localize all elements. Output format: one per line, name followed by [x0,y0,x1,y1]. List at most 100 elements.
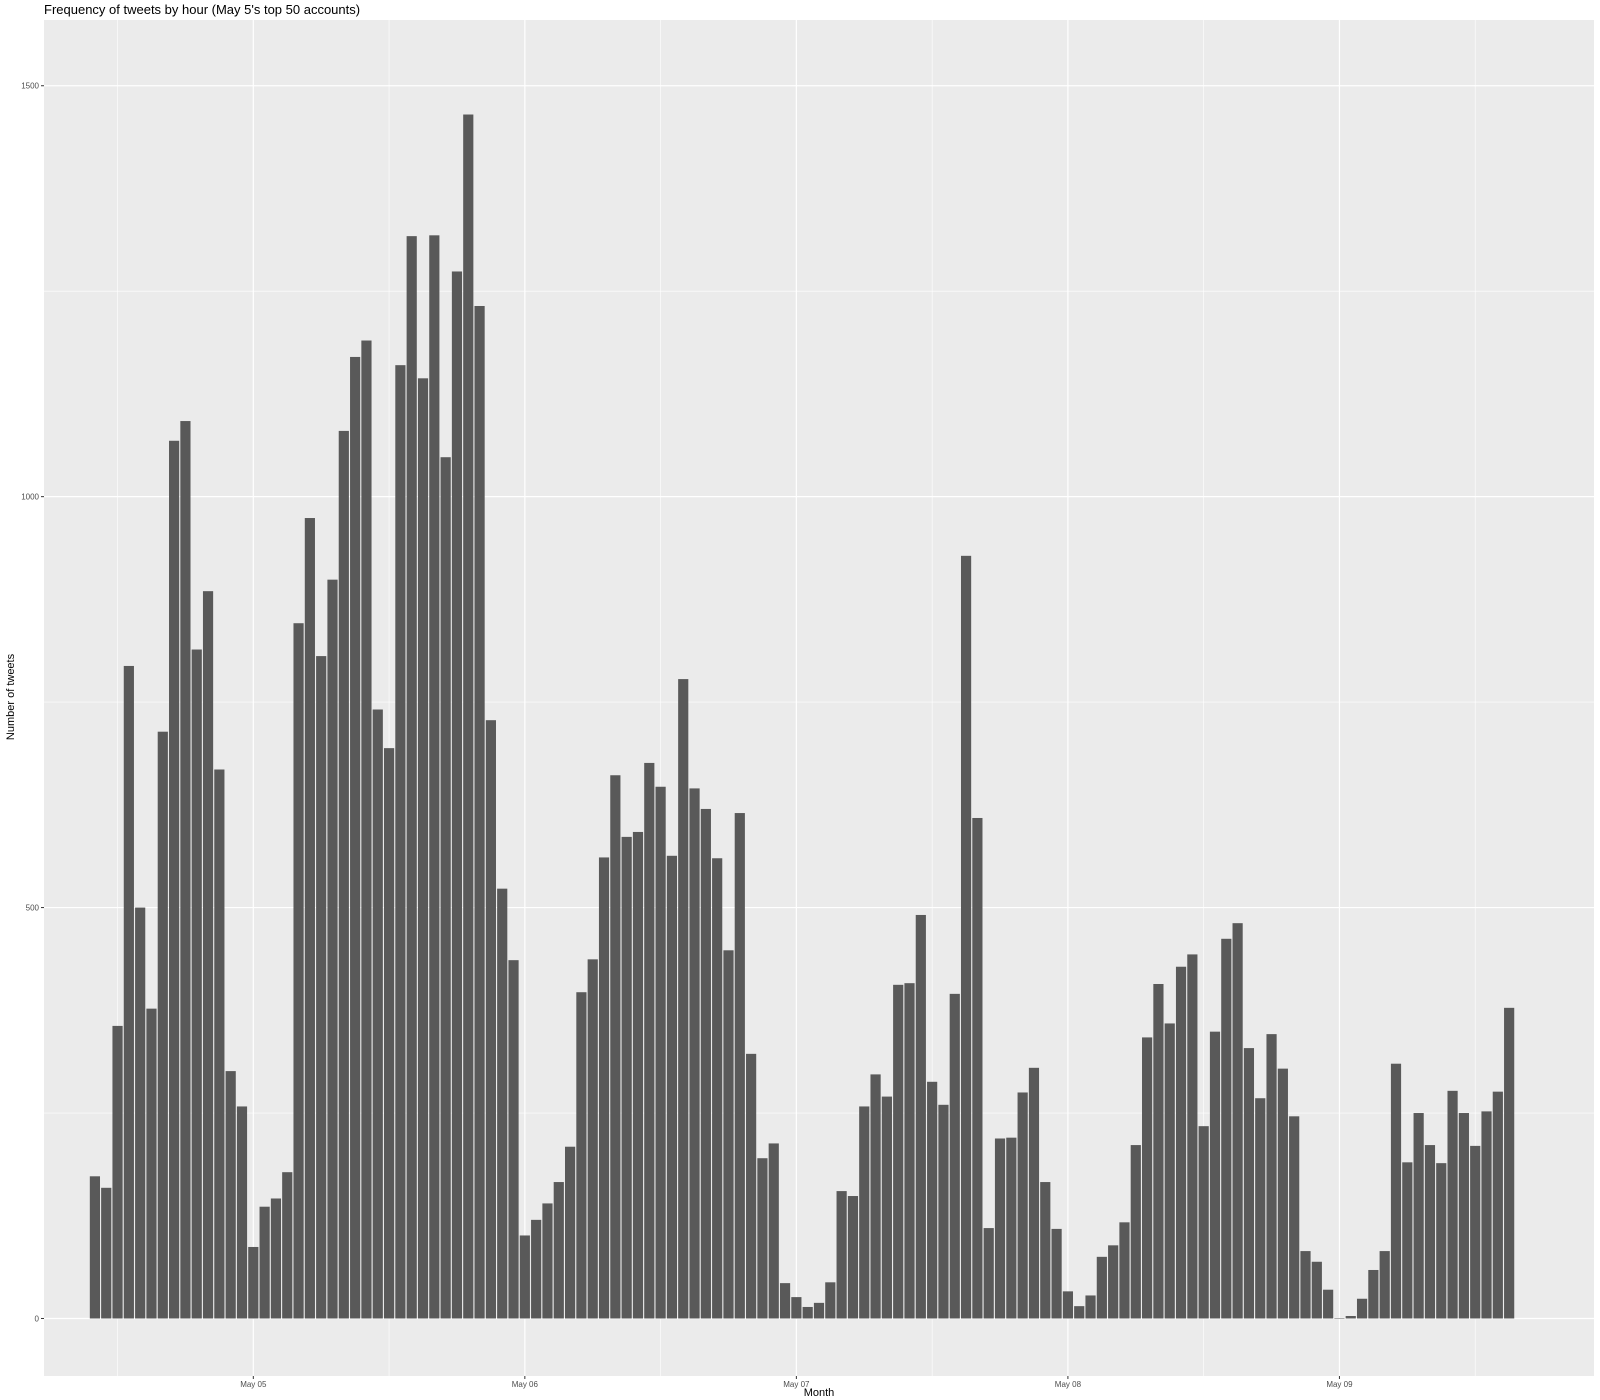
bar [802,1306,813,1319]
bar [1504,1007,1515,1319]
bar [621,836,632,1319]
bar [893,984,904,1319]
bar [1187,954,1198,1319]
x-axis-title: Month [804,1387,835,1399]
bar [610,775,621,1319]
bar [1142,1037,1153,1319]
bar [350,356,361,1319]
bar [417,378,429,1319]
bar [282,1172,293,1319]
bar [157,731,168,1319]
bar [994,1138,1006,1319]
y-axis-title: Number of tweets [5,653,17,740]
bar [1062,1291,1073,1319]
bar [1096,1256,1107,1319]
bar [553,1182,564,1319]
bar [180,421,191,1319]
bar [1300,1251,1311,1319]
bar [89,1176,101,1319]
bar [1266,1034,1277,1319]
bar [395,365,406,1319]
bar [644,762,655,1319]
y-axis: 0 500 1000 1500 [21,82,44,1323]
bar [1164,1023,1175,1319]
bar [632,831,644,1319]
bar [927,1081,938,1319]
bar [1209,1031,1221,1319]
bar [655,786,666,1319]
bar [700,808,711,1319]
bar [1492,1091,1503,1319]
bar [1379,1251,1390,1319]
bar [1074,1306,1085,1319]
bar [1119,1222,1130,1319]
bar [565,1146,576,1319]
bar [1006,1137,1017,1319]
bar [972,817,983,1319]
bar [497,888,508,1319]
bar [1255,1098,1266,1319]
x-tick-label: May 06 [512,1380,539,1389]
bar [1458,1113,1469,1319]
bar [101,1187,112,1319]
bar [440,457,451,1319]
bar [1051,1228,1062,1319]
bar [576,992,587,1319]
bar [361,340,372,1319]
bar [327,579,338,1319]
x-tick-label: May 08 [1055,1380,1082,1389]
bar [383,748,395,1319]
bar [1130,1145,1141,1319]
bar [904,983,915,1319]
bar [191,649,202,1319]
bar [338,430,349,1319]
bar [1028,1067,1040,1319]
x-tick-label: May 07 [783,1380,810,1389]
bar [983,1228,994,1319]
bar [146,1008,157,1319]
bar [542,1203,553,1319]
bar [1356,1298,1368,1319]
bar [236,1106,248,1319]
bar [270,1198,282,1319]
bar [293,623,304,1319]
bar [169,440,180,1319]
bar [508,960,519,1319]
bar [451,271,463,1319]
bar [1311,1261,1322,1319]
bar [825,1282,836,1319]
bar [406,236,417,1319]
bar [836,1191,847,1319]
bar [666,855,678,1319]
bar [474,305,485,1319]
bar [248,1246,259,1319]
bar [1232,923,1243,1319]
bar [1470,1145,1481,1319]
bar [1447,1090,1458,1319]
bar [1402,1162,1413,1319]
bar [225,1071,236,1319]
bar [1175,966,1187,1319]
major-gridlines [44,20,1594,1376]
bar [1198,1126,1209,1319]
bar [847,1196,859,1319]
bar [463,114,474,1319]
bar [1424,1145,1436,1319]
plot-panel [44,20,1594,1376]
bar [1153,983,1164,1319]
y-tick-label: 1000 [21,493,39,502]
bar [960,555,972,1319]
bar [598,857,610,1319]
bar [519,1235,530,1319]
bar [734,813,745,1319]
bar [214,769,225,1319]
bar [1243,1048,1255,1319]
y-tick-label: 500 [26,904,40,913]
bar [429,235,440,1319]
bar [316,656,327,1319]
bar [1413,1113,1424,1319]
bar [485,720,496,1319]
bar [678,679,689,1319]
bar [813,1302,825,1319]
